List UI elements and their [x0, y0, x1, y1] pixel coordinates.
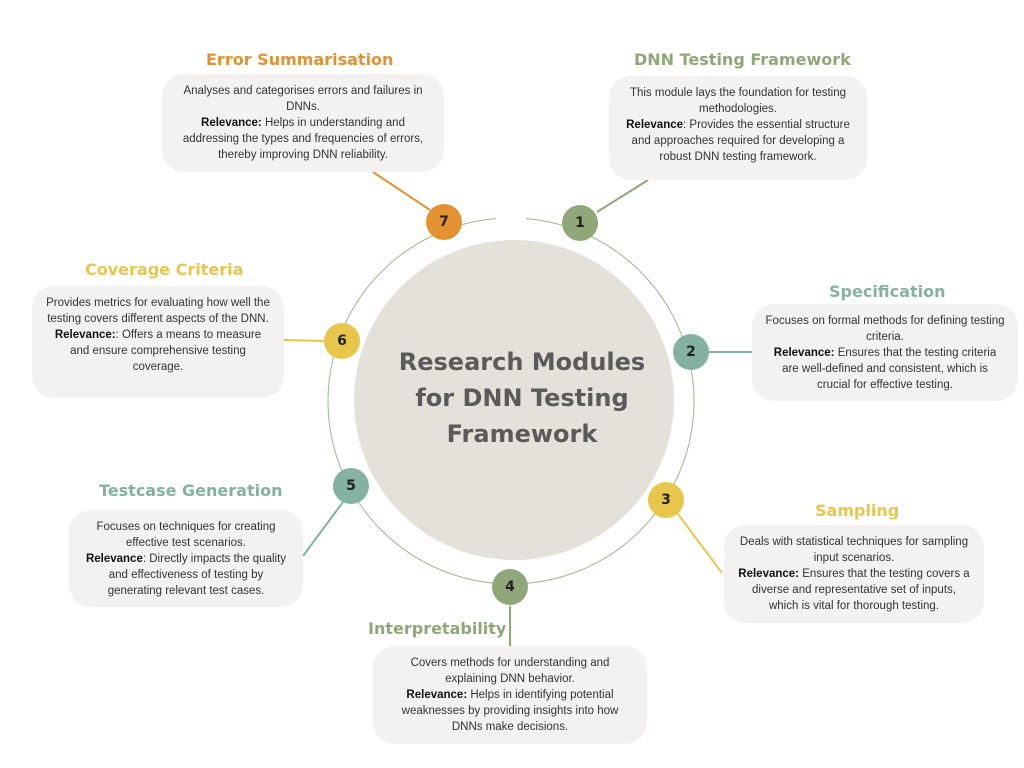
title-line-1: Research Modules	[398, 348, 646, 376]
module-4-relevance-text: Helps in identifying potential weaknesse…	[401, 689, 619, 733]
module-3-node: 3	[648, 482, 684, 518]
module-6-title: Coverage Criteria	[85, 260, 244, 279]
module-2-description: Focuses on formal methods for defining t…	[765, 315, 1005, 343]
module-5-node: 5	[333, 468, 369, 504]
center-circle	[354, 240, 674, 560]
module-5-title: Testcase Generation	[99, 481, 283, 500]
connector-line-3	[677, 513, 723, 574]
module-4-node: 4	[492, 569, 528, 605]
module-6-node: 6	[324, 323, 360, 359]
module-3-title: Sampling	[815, 501, 900, 520]
module-7-title: Error Summarisation	[206, 50, 394, 69]
module-5-relevance-label: Relevance	[85, 553, 143, 565]
title-line-2: for DNN Testing	[415, 384, 629, 412]
module-4-card: Covers methods for understanding and exp…	[373, 646, 647, 744]
module-7-node: 7	[426, 204, 462, 240]
module-7-relevance-label: Relevance:	[201, 117, 262, 129]
module-6-relevance: Relevance:: Offers a means to measure an…	[44, 327, 272, 375]
title-line-3: Framework	[446, 420, 598, 448]
module-3-card: Deals with statistical techniques for sa…	[724, 525, 984, 623]
module-1-relevance-label: Relevance	[626, 119, 684, 131]
module-5-relevance: Relevance: Directly impacts the quality …	[81, 551, 291, 599]
connector-line-1	[596, 179, 649, 213]
module-1-description: This module lays the foundation for test…	[629, 87, 847, 115]
module-1-title: DNN Testing Framework	[634, 50, 851, 69]
module-7-card: Analyses and categorises errors and fail…	[162, 74, 444, 172]
module-1-card: This module lays the foundation for test…	[609, 76, 867, 180]
module-7-description: Analyses and categorises errors and fail…	[183, 85, 423, 113]
module-3-relevance: Relevance: Ensures that the testing cove…	[736, 566, 972, 614]
module-3-relevance-text: Ensures that the testing covers a divers…	[752, 568, 970, 612]
module-6-card: Provides metrics for evaluating how well…	[32, 286, 284, 398]
module-5-description: Focuses on techniques for creating effec…	[96, 521, 276, 549]
module-2-relevance-text: Ensures that the testing criteria are we…	[782, 347, 997, 391]
module-2-relevance: Relevance: Ensures that the testing crit…	[764, 345, 1006, 393]
connector-line-5	[302, 501, 344, 557]
module-1-node: 1	[562, 205, 598, 241]
module-4-description: Covers methods for understanding and exp…	[410, 657, 610, 685]
module-7-relevance-text: Helps in understanding and addressing th…	[182, 117, 424, 161]
module-2-title: Specification	[829, 282, 946, 301]
module-1-relevance: Relevance: Provides the essential struct…	[621, 117, 855, 165]
ring-gap	[496, 212, 526, 220]
module-3-relevance-label: Relevance:	[738, 568, 800, 580]
module-5-card: Focuses on techniques for creating effec…	[69, 510, 303, 607]
module-6-description: Provides metrics for evaluating how well…	[46, 297, 270, 325]
module-6-relevance-text: : Offers a means to measure and ensure c…	[70, 329, 262, 373]
connector-line-7	[372, 171, 431, 211]
connector-line-6	[283, 339, 325, 342]
module-5-relevance-text: : Directly impacts the quality and effec…	[107, 553, 287, 597]
module-2-card: Focuses on formal methods for defining t…	[752, 304, 1018, 401]
module-3-description: Deals with statistical techniques for sa…	[739, 536, 969, 564]
module-2-relevance-label: Relevance:	[773, 347, 835, 359]
module-4-relevance: Relevance: Helps in identifying potentia…	[385, 687, 635, 735]
module-2-node: 2	[673, 334, 709, 370]
module-4-relevance-label: Relevance:	[406, 689, 468, 701]
module-1-relevance-text: : Provides the essential structure and a…	[631, 119, 850, 163]
module-4-title: Interpretability	[368, 619, 507, 638]
module-7-relevance: Relevance: Helps in understanding and ad…	[174, 115, 432, 163]
diagram-title: Research Modules for DNN Testing Framewo…	[390, 344, 654, 452]
module-6-relevance-label: Relevance:	[54, 329, 116, 341]
